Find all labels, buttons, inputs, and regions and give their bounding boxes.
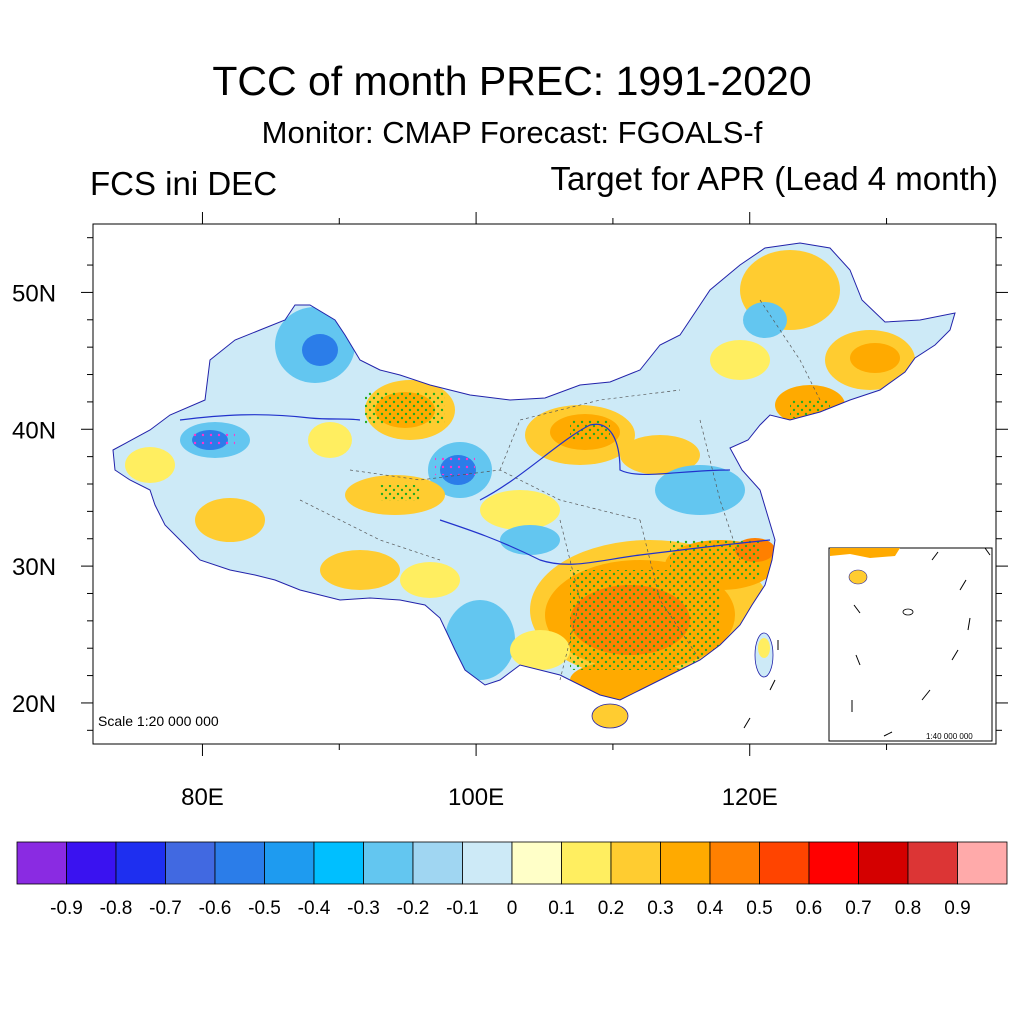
colorbar-box xyxy=(709,841,760,885)
colorbar-box xyxy=(462,841,513,885)
inset-mainland-strip xyxy=(830,548,900,558)
colorbar-box xyxy=(610,841,661,885)
colorbar-label: 0.5 xyxy=(746,898,772,919)
lat-label: 30N xyxy=(12,554,56,581)
province-boundaries xyxy=(299,299,821,681)
hainan-island xyxy=(591,703,629,729)
colorbar-label: 0.2 xyxy=(598,898,624,919)
colorbar-label: -0.1 xyxy=(446,898,479,919)
chart-title: TCC of month PREC: 1991-2020 xyxy=(212,58,812,104)
lon-label: 120E xyxy=(722,784,778,811)
colorbar-box xyxy=(214,841,265,885)
colorbar-label: 0.4 xyxy=(697,898,724,919)
colorbar-box xyxy=(165,841,216,885)
river-yellow xyxy=(479,423,731,501)
colorbar-label: 0.7 xyxy=(845,898,871,919)
colorbar-label: -0.8 xyxy=(100,898,133,919)
colorbar-label: -0.2 xyxy=(397,898,430,919)
colorbar-label: 0.3 xyxy=(647,898,673,919)
colorbar-label: -0.6 xyxy=(199,898,232,919)
inset-hainan xyxy=(848,569,868,585)
taiwan-north-shading xyxy=(758,638,770,658)
colorbar-label: -0.5 xyxy=(248,898,281,919)
lon-label: 80E xyxy=(181,784,224,811)
lon-label: 100E xyxy=(448,784,504,811)
inset-reef xyxy=(902,608,914,616)
colorbar-label: -0.4 xyxy=(298,898,331,919)
scale-inset-label: 1:40 000 000 xyxy=(926,732,973,741)
colorbar-label: 0.8 xyxy=(895,898,921,919)
river-yangtze xyxy=(439,519,771,565)
scale-main-label: Scale 1:20 000 000 xyxy=(98,713,219,729)
colorbar-box xyxy=(313,841,364,885)
colorbar-box xyxy=(808,841,859,885)
lat-label: 20N xyxy=(12,691,56,718)
colorbar-box xyxy=(363,841,414,885)
colorbar-box xyxy=(561,841,612,885)
colorbar-label: 0.9 xyxy=(944,898,970,919)
chart-subtitle: Monitor: CMAP Forecast: FGOALS-f xyxy=(261,115,763,150)
colorbar-label: -0.7 xyxy=(149,898,182,919)
colorbar-box xyxy=(264,841,315,885)
colorbar-box xyxy=(660,841,711,885)
colorbar-label: 0.1 xyxy=(548,898,574,919)
colorbar-box xyxy=(858,841,909,885)
colorbar-box xyxy=(412,841,463,885)
lat-label: 50N xyxy=(12,280,56,307)
colorbar-box xyxy=(511,841,562,885)
longitude-labels: 80E 100E 120E xyxy=(181,784,778,811)
nine-dash-line xyxy=(743,547,991,737)
colorbar-box xyxy=(16,841,67,885)
colorbar-box xyxy=(907,841,958,885)
axis-ticks xyxy=(81,212,1008,756)
latitude-labels: 50N 40N 30N 20N xyxy=(12,280,56,718)
colorbar-box xyxy=(115,841,166,885)
colorbar-box xyxy=(957,841,1008,885)
lat-label: 40N xyxy=(12,417,56,444)
colorbar-box xyxy=(66,841,117,885)
colorbar-label: -0.3 xyxy=(347,898,380,919)
colorbar-box xyxy=(759,841,810,885)
init-label: FCS ini DEC xyxy=(90,165,278,202)
colorbar-label: -0.9 xyxy=(50,898,83,919)
river-tarim xyxy=(179,414,361,421)
colorbar-label: 0.6 xyxy=(796,898,822,919)
colorbar-label: 0 xyxy=(507,898,518,919)
target-label: Target for APR (Lead 4 month) xyxy=(550,160,998,197)
